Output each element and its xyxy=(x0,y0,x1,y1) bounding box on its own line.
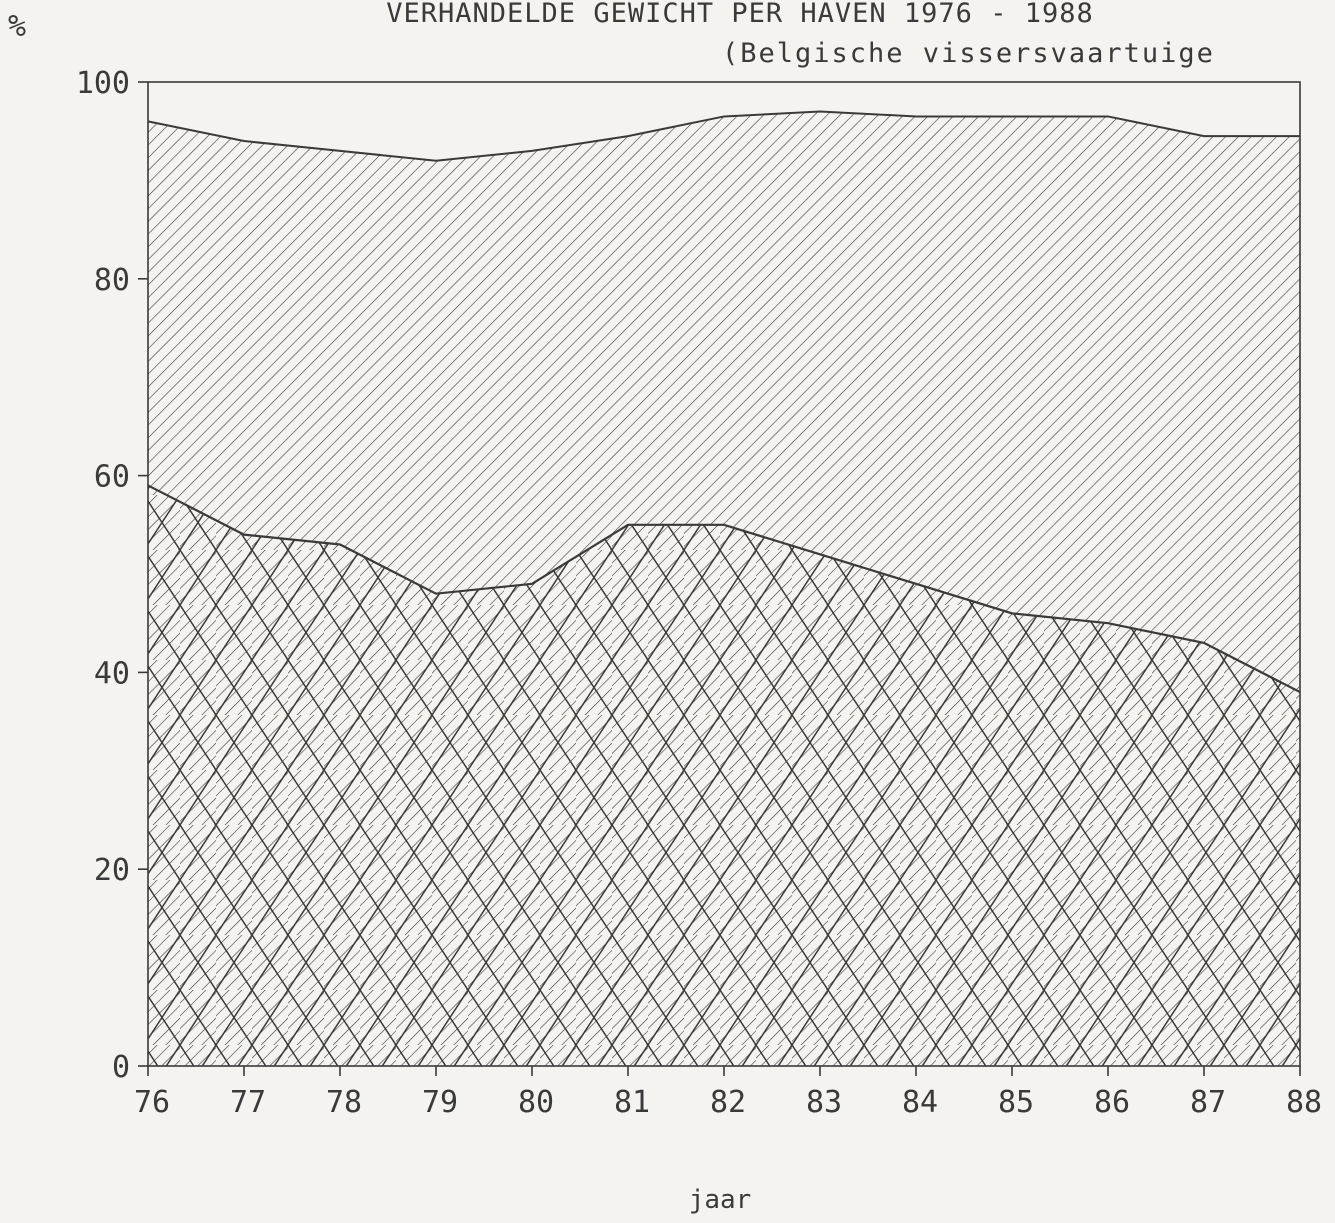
area-layer xyxy=(147,110,1301,1066)
x-tick-label: 81 xyxy=(614,1085,650,1120)
chart-subtitle: (Belgische vissersvaartuige xyxy=(722,38,1215,69)
x-tick-label: 82 xyxy=(710,1085,746,1120)
y-axis-label: % xyxy=(8,9,26,44)
x-tick-label: 78 xyxy=(326,1085,362,1120)
x-tick-label: 77 xyxy=(230,1085,266,1120)
y-axis-ticks: 0 20 40 60 80 100 xyxy=(76,66,148,1085)
area-upper-band xyxy=(148,111,1300,693)
x-tick-label: 80 xyxy=(518,1085,554,1120)
y-tick-label: 20 xyxy=(94,853,130,888)
x-tick-label: 88 xyxy=(1286,1085,1322,1120)
x-tick-label: 86 xyxy=(1094,1085,1130,1120)
series-line-upper xyxy=(147,110,1300,162)
x-tick-label: 85 xyxy=(998,1085,1034,1120)
series-line-lower xyxy=(147,484,1301,694)
y-tick-label: 100 xyxy=(76,66,130,101)
y-tick-label: 0 xyxy=(112,1050,130,1085)
x-tick-label: 87 xyxy=(1190,1085,1226,1120)
y-tick-label: 80 xyxy=(94,263,130,298)
x-axis-ticks: 76 77 78 79 80 81 82 83 84 85 86 87 88 xyxy=(134,1066,1322,1120)
x-tick-label: 76 xyxy=(134,1085,170,1120)
x-tick-label: 83 xyxy=(806,1085,842,1120)
chart-title: VERHANDELDE GEWICHT PER HAVEN 1976 - 198… xyxy=(386,0,1093,29)
y-tick-label: 40 xyxy=(94,656,130,691)
x-axis-label: jaar xyxy=(689,1185,752,1215)
x-tick-label: 84 xyxy=(902,1085,938,1120)
area-lower-band xyxy=(148,485,1300,1066)
x-tick-label: 79 xyxy=(422,1085,458,1120)
y-tick-label: 60 xyxy=(94,460,130,495)
